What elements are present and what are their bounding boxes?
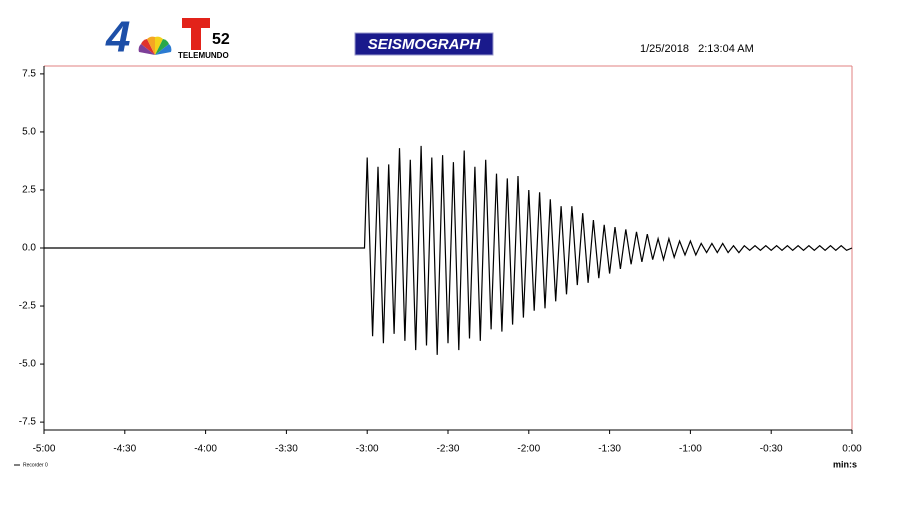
- x-axis-label: min:s: [833, 459, 857, 469]
- y-tick-label: -7.5: [19, 417, 37, 428]
- y-tick-label: 7.5: [22, 69, 36, 80]
- y-tick-label: -2.5: [19, 301, 37, 312]
- y-tick-label: 5.0: [22, 127, 36, 138]
- logo: 4 52 TELEMUNDO: [105, 13, 230, 62]
- x-tick-label: -4:30: [113, 444, 136, 455]
- x-tick-label: -3:00: [356, 444, 379, 455]
- logo-network: TELEMUNDO: [178, 51, 229, 60]
- x-tick-label: -1:00: [679, 444, 702, 455]
- telemundo-t: [182, 18, 210, 50]
- x-tick-label: -1:30: [598, 444, 621, 455]
- legend-label: Recorder 0: [23, 462, 48, 468]
- logo-number: 4: [105, 13, 130, 62]
- badge: SEISMOGRAPH: [368, 36, 482, 53]
- x-tick-label: -2:30: [437, 444, 460, 455]
- x-tick-label: -0:30: [760, 444, 783, 455]
- y-tick-label: 2.5: [22, 185, 36, 196]
- x-tick-label: 0:00: [842, 444, 862, 455]
- y-tick-label: 0.0: [22, 243, 36, 254]
- x-tick-label: -3:30: [275, 444, 298, 455]
- x-tick-label: -5:00: [33, 444, 56, 455]
- peacock: [138, 36, 172, 55]
- logo-channel: 52: [212, 31, 230, 48]
- badge-box: [354, 32, 494, 56]
- x-tick-label: -2:00: [517, 444, 540, 455]
- timestamp: 1/25/2018 2:13:04 AM: [640, 43, 754, 55]
- series-line: [44, 145, 853, 355]
- y-tick-label: -5.0: [19, 359, 37, 370]
- x-tick-label: -4:00: [194, 444, 217, 455]
